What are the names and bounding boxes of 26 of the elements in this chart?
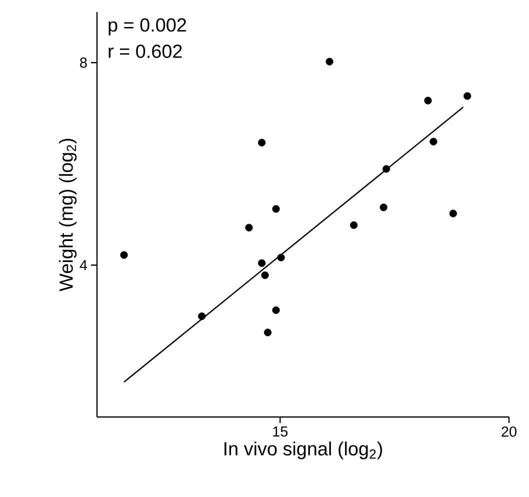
x-tick-label: 15: [273, 426, 288, 437]
annotation: r = 0.602: [108, 44, 182, 58]
point: [264, 328, 272, 336]
y-tick-label: 8: [80, 58, 87, 68]
point: [430, 138, 438, 146]
point: [258, 259, 266, 267]
point: [272, 306, 280, 314]
y-tick-label: 4: [80, 260, 88, 270]
point: [464, 92, 472, 100]
point: [258, 138, 266, 146]
point: [261, 271, 269, 280]
x-tick-label: 20: [502, 426, 516, 437]
point: [449, 210, 457, 218]
point: [198, 312, 206, 320]
point: [277, 254, 285, 262]
point: [326, 58, 334, 66]
y-axis-title: Weight (mg) (log$_{2}$): [58, 138, 77, 292]
point: [245, 224, 253, 232]
point: [272, 205, 280, 213]
annotation: p = 0.002: [108, 18, 186, 36]
point: [350, 221, 358, 229]
point: [424, 96, 432, 104]
point: [382, 165, 390, 173]
point: [120, 251, 128, 259]
point: [380, 204, 388, 212]
x-axis-title: In vivo signal (log$_{2}$): [224, 442, 382, 460]
